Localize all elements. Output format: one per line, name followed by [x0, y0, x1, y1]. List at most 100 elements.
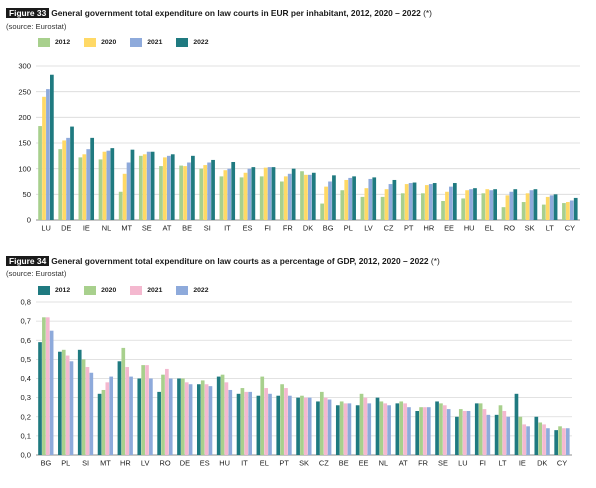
legend-item: 2021 [130, 286, 162, 295]
bar [46, 89, 50, 220]
bar [324, 186, 328, 220]
bar [521, 202, 526, 220]
bar [86, 149, 91, 220]
bar [403, 403, 407, 455]
bar [383, 403, 388, 455]
bar [89, 372, 94, 455]
x-tick-label: EE [359, 459, 369, 468]
bar [344, 179, 349, 220]
bar [157, 391, 161, 455]
figure-34-source: (source: Eurostat) [6, 269, 67, 278]
bar [45, 317, 50, 455]
legend-swatch [38, 286, 50, 295]
bar [177, 378, 181, 455]
bar [553, 194, 558, 220]
x-tick-label: HU [219, 459, 230, 468]
bar [196, 384, 201, 455]
x-tick-label: IT [224, 224, 231, 233]
bar [146, 151, 151, 220]
bar [219, 176, 224, 220]
y-tick-label: 0 [27, 216, 31, 225]
bar [42, 317, 46, 455]
x-tick-label: IE [83, 224, 90, 233]
x-tick-label: RO [504, 224, 515, 233]
legend-label: 2021 [147, 39, 163, 46]
bar [546, 428, 550, 455]
bar [340, 190, 345, 220]
x-tick-label: RO [159, 459, 170, 468]
bar [355, 405, 360, 455]
legend-swatch [38, 38, 50, 47]
bar [364, 188, 369, 220]
legend-label: 2020 [101, 39, 117, 46]
bar [558, 426, 562, 455]
bar [50, 74, 54, 220]
bar [347, 403, 352, 455]
bar [426, 407, 431, 455]
bar [211, 159, 215, 220]
bar [395, 403, 400, 455]
x-tick-label: DK [303, 224, 313, 233]
bar [38, 126, 42, 220]
legend-swatch [176, 38, 189, 47]
x-tick-label: MT [100, 459, 111, 468]
bar [408, 183, 413, 220]
y-tick-label: 0,7 [20, 317, 31, 326]
bar [187, 162, 191, 220]
y-tick-label: 0,1 [20, 431, 31, 440]
bar [288, 395, 292, 455]
bar [505, 195, 510, 220]
bar [159, 166, 163, 220]
legend-item: 2022 [176, 38, 209, 47]
legend-swatch [176, 286, 189, 295]
bar [78, 157, 83, 220]
x-tick-label: SI [204, 224, 211, 233]
bar [168, 378, 173, 455]
bar [481, 193, 486, 220]
bar [372, 177, 377, 220]
x-tick-label: FR [418, 459, 428, 468]
bar [256, 395, 261, 455]
bar [188, 384, 193, 455]
x-tick-label: CY [557, 459, 567, 468]
bar [204, 384, 209, 455]
x-tick-label: DK [537, 459, 547, 468]
bar [316, 401, 320, 455]
legend-swatch [84, 286, 97, 295]
bar [486, 414, 491, 455]
bar [138, 155, 143, 220]
x-tick-label: ES [200, 459, 210, 468]
bar [81, 359, 86, 455]
x-tick-label: IT [241, 459, 248, 468]
x-tick-label: LT [498, 459, 507, 468]
bar [367, 403, 372, 455]
bar [335, 405, 340, 455]
y-tick-label: 0,3 [20, 393, 31, 402]
bar [538, 422, 543, 455]
bar [304, 397, 308, 455]
bar [191, 155, 195, 220]
legend-swatch [130, 286, 143, 295]
bar [327, 399, 332, 455]
bar [284, 388, 288, 455]
x-tick-label: PT [404, 224, 414, 233]
bar [478, 403, 483, 455]
bar [498, 405, 503, 455]
bar [423, 407, 427, 455]
bar [455, 416, 459, 455]
bar [352, 176, 356, 220]
legend-label: 2022 [193, 287, 209, 294]
bar [200, 380, 205, 455]
bar [161, 374, 165, 455]
bar [199, 168, 204, 220]
bar [493, 189, 497, 220]
bar [296, 397, 300, 455]
figure-33-plot: 0 50 100 150 200 250 300 LU DE IE NL MT SE AT BE SI IT ES… [18, 62, 580, 233]
bar [549, 195, 554, 220]
x-tick-label: PL [344, 224, 353, 233]
bar [244, 391, 249, 455]
bar [452, 183, 457, 220]
bar [421, 193, 425, 220]
figure-34-plot: 0,0 0,1 0,2 0,3 0,4 0,5 0,6 0,7 0,8 BG PL SI MT HR LV R… [20, 298, 572, 468]
bar [259, 176, 264, 220]
